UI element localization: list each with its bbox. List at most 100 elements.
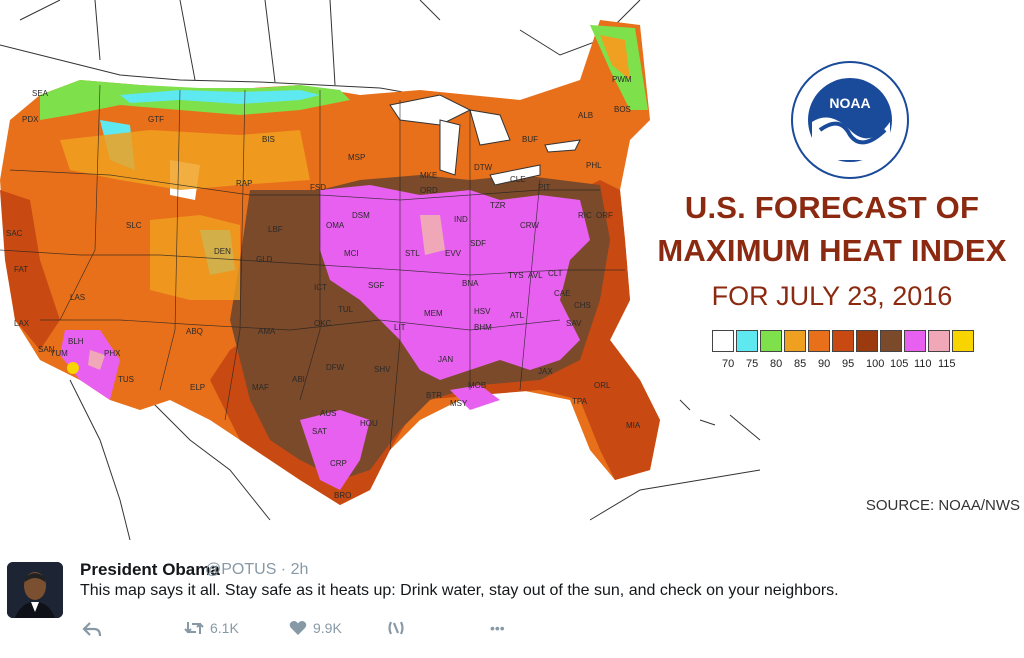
city-label: LIT xyxy=(394,323,406,332)
city-label: OMA xyxy=(326,221,345,230)
city-label: HOU xyxy=(360,419,378,428)
city-label: MAF xyxy=(252,383,269,392)
city-label: AMA xyxy=(258,327,276,336)
city-label: JAN xyxy=(438,355,453,364)
city-label: SLC xyxy=(126,221,142,230)
city-label: SAT xyxy=(312,427,327,436)
retweet-count: 6.1K xyxy=(210,620,239,636)
city-label: TUS xyxy=(118,375,134,384)
tweet-text: This map says it all. Stay safe as it he… xyxy=(80,582,839,599)
city-label: FAT xyxy=(14,265,28,274)
city-labels: SEA PDX GTF BIS MSP RAP FSD DSM OMA MCI STL EVV SDF M… xyxy=(6,75,641,500)
city-label: LBF xyxy=(268,225,283,234)
heat-index-legend xyxy=(712,330,976,352)
legend-swatch xyxy=(952,330,974,352)
city-label: TZR xyxy=(490,201,506,210)
city-label: AUS xyxy=(320,409,336,418)
city-label: ELP xyxy=(190,383,205,392)
city-label: SDF xyxy=(470,239,486,248)
legend-tick: 95 xyxy=(842,358,855,370)
city-label: MSP xyxy=(348,153,365,162)
heart-icon xyxy=(289,621,307,635)
legend-swatch xyxy=(880,330,902,352)
legend-tick: 105 xyxy=(890,358,909,370)
city-label: CLT xyxy=(548,269,563,278)
legend-swatch xyxy=(712,330,734,352)
city-label: SEA xyxy=(32,89,49,98)
city-label: BUF xyxy=(522,135,538,144)
city-label: BOS xyxy=(614,105,631,114)
legend-tick: 75 xyxy=(746,358,759,370)
city-label: TPA xyxy=(572,397,588,406)
reply-button[interactable] xyxy=(82,620,102,638)
legend-swatch xyxy=(832,330,854,352)
city-label: STL xyxy=(405,249,420,258)
city-label: YUM xyxy=(50,349,68,358)
us-map-svg: SEA PDX GTF BIS MSP RAP FSD DSM OMA MCI STL EVV SDF M… xyxy=(0,0,761,540)
city-label: SGF xyxy=(368,281,385,290)
map-subtitle: FOR JULY 23, 2016 xyxy=(711,281,953,311)
legend-tick: 115 xyxy=(938,358,956,370)
map-title-line1: U.S. FORECAST OF xyxy=(684,190,980,225)
city-label: RIC xyxy=(578,211,592,220)
direct-message-button[interactable] xyxy=(387,620,405,636)
city-label: ALB xyxy=(578,111,593,120)
legend-tick: 70 xyxy=(722,358,735,370)
city-label: CRP xyxy=(330,459,347,468)
city-label: CAE xyxy=(554,289,570,298)
city-label: PHL xyxy=(586,161,602,170)
city-label: MCI xyxy=(344,249,359,258)
like-button[interactable]: 9.9K xyxy=(289,620,342,636)
city-label: PWM xyxy=(612,75,632,84)
city-label: BIS xyxy=(262,135,275,144)
city-label: IND xyxy=(454,215,468,224)
city-label: ABI xyxy=(292,375,305,384)
noaa-logo-text: NOAA xyxy=(829,95,870,111)
city-label: MSY xyxy=(450,399,468,408)
city-label: BRO xyxy=(334,491,351,500)
city-label: DEN xyxy=(214,247,231,256)
noaa-logo: NOAA xyxy=(790,60,910,180)
city-label: TYS xyxy=(508,271,524,280)
tweet-author-name[interactable]: President Obama xyxy=(80,560,220,579)
city-label: MOB xyxy=(468,381,486,390)
city-label: MKE xyxy=(420,171,437,180)
city-label: BTR xyxy=(426,391,442,400)
retweet-button[interactable]: 6.1K xyxy=(184,620,239,636)
city-label: SAV xyxy=(566,319,582,328)
city-label: ORL xyxy=(594,381,611,390)
map-title-line2: MAXIMUM HEAT INDEX xyxy=(657,233,1007,268)
tweet-handle[interactable]: @POTUS · 2h xyxy=(205,561,309,578)
city-label: BHM xyxy=(474,323,492,332)
avatar[interactable] xyxy=(7,562,63,618)
city-label: MIA xyxy=(626,421,641,430)
city-label: CLE xyxy=(510,175,526,184)
city-label: ORD xyxy=(420,186,438,195)
city-label: ICT xyxy=(314,283,327,292)
legend-swatch xyxy=(736,330,758,352)
like-count: 9.9K xyxy=(313,620,342,636)
city-label: GLD xyxy=(256,255,273,264)
city-label: GTF xyxy=(148,115,164,124)
city-label: JAX xyxy=(538,367,553,376)
city-label: SAN xyxy=(38,345,55,354)
retweet-icon xyxy=(184,622,204,634)
legend-swatch xyxy=(928,330,950,352)
city-label: SAC xyxy=(6,229,23,238)
city-label: RAP xyxy=(236,179,252,188)
more-options-button[interactable]: ••• xyxy=(490,620,505,636)
legend-swatch xyxy=(760,330,782,352)
legend-tick: 85 xyxy=(794,358,807,370)
city-label: PIT xyxy=(538,183,551,192)
legend-swatch xyxy=(856,330,878,352)
city-label: SHV xyxy=(374,365,391,374)
legend-tick-labels: 70 75 80 85 90 95 100 105 110 115 xyxy=(722,358,962,370)
city-label: PHX xyxy=(104,349,121,358)
legend-swatch xyxy=(808,330,830,352)
city-label: DTW xyxy=(474,163,493,172)
city-label: PDX xyxy=(22,115,39,124)
city-label: LAS xyxy=(70,293,85,302)
city-label: LAX xyxy=(14,319,30,328)
city-label: DFW xyxy=(326,363,345,372)
city-label: FSD xyxy=(310,183,326,192)
